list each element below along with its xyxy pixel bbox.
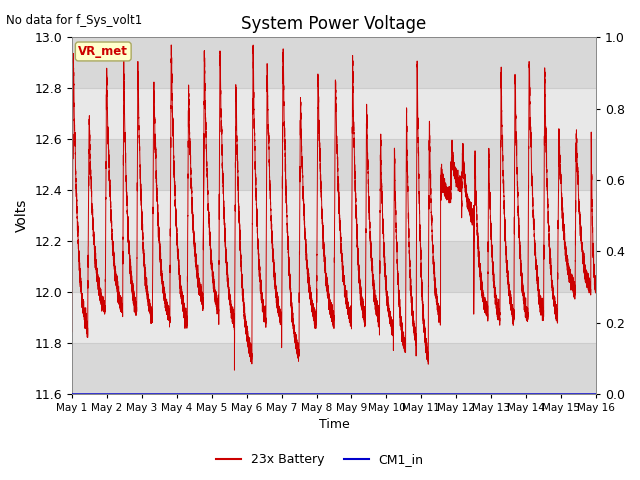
X-axis label: Time: Time xyxy=(319,419,349,432)
Bar xyxy=(72,37,596,88)
Legend: 23x Battery, CM1_in: 23x Battery, CM1_in xyxy=(211,448,429,471)
Bar xyxy=(72,241,596,292)
Bar xyxy=(72,88,596,139)
Text: No data for f_Sys_volt1: No data for f_Sys_volt1 xyxy=(6,14,143,27)
Text: VR_met: VR_met xyxy=(78,45,128,58)
Y-axis label: Volts: Volts xyxy=(15,199,29,232)
Bar xyxy=(72,190,596,241)
Bar xyxy=(72,292,596,343)
Bar xyxy=(72,343,596,394)
Bar xyxy=(72,139,596,190)
Title: System Power Voltage: System Power Voltage xyxy=(241,15,427,33)
